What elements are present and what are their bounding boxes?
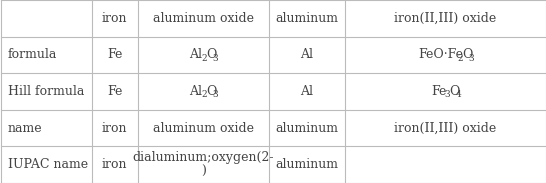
Text: iron(II,III) oxide: iron(II,III) oxide [394,12,497,25]
Text: iron: iron [102,122,127,135]
Text: aluminum: aluminum [275,12,339,25]
Text: Al: Al [300,85,313,98]
Text: 2: 2 [201,54,207,63]
Text: O: O [462,48,472,61]
Text: IUPAC name: IUPAC name [8,158,88,171]
Text: 3: 3 [213,90,218,99]
Text: iron: iron [102,12,127,25]
Text: 3: 3 [468,54,474,63]
Text: O: O [449,85,459,98]
Text: aluminum: aluminum [275,122,339,135]
Text: Fe: Fe [431,85,447,98]
Text: Al: Al [189,85,201,98]
Text: Fe: Fe [107,85,122,98]
Text: formula: formula [8,48,57,61]
Text: iron(II,III) oxide: iron(II,III) oxide [394,122,497,135]
Text: iron: iron [102,158,127,171]
Text: aluminum oxide: aluminum oxide [153,12,253,25]
Text: dialuminum;oxygen(2-: dialuminum;oxygen(2- [132,151,274,164]
Text: 3: 3 [444,90,450,99]
Text: Al: Al [189,48,201,61]
Text: FeO·Fe: FeO·Fe [418,48,463,61]
Text: ): ) [201,165,205,178]
Text: 4: 4 [455,90,461,99]
Text: 2: 2 [457,54,462,63]
Text: 2: 2 [201,90,207,99]
Text: Al: Al [300,48,313,61]
Text: Hill formula: Hill formula [8,85,84,98]
Text: O: O [206,48,217,61]
Text: O: O [206,85,217,98]
Text: name: name [8,122,42,135]
Text: aluminum oxide: aluminum oxide [153,122,253,135]
Text: Fe: Fe [107,48,122,61]
Text: aluminum: aluminum [275,158,339,171]
Text: 3: 3 [213,54,218,63]
